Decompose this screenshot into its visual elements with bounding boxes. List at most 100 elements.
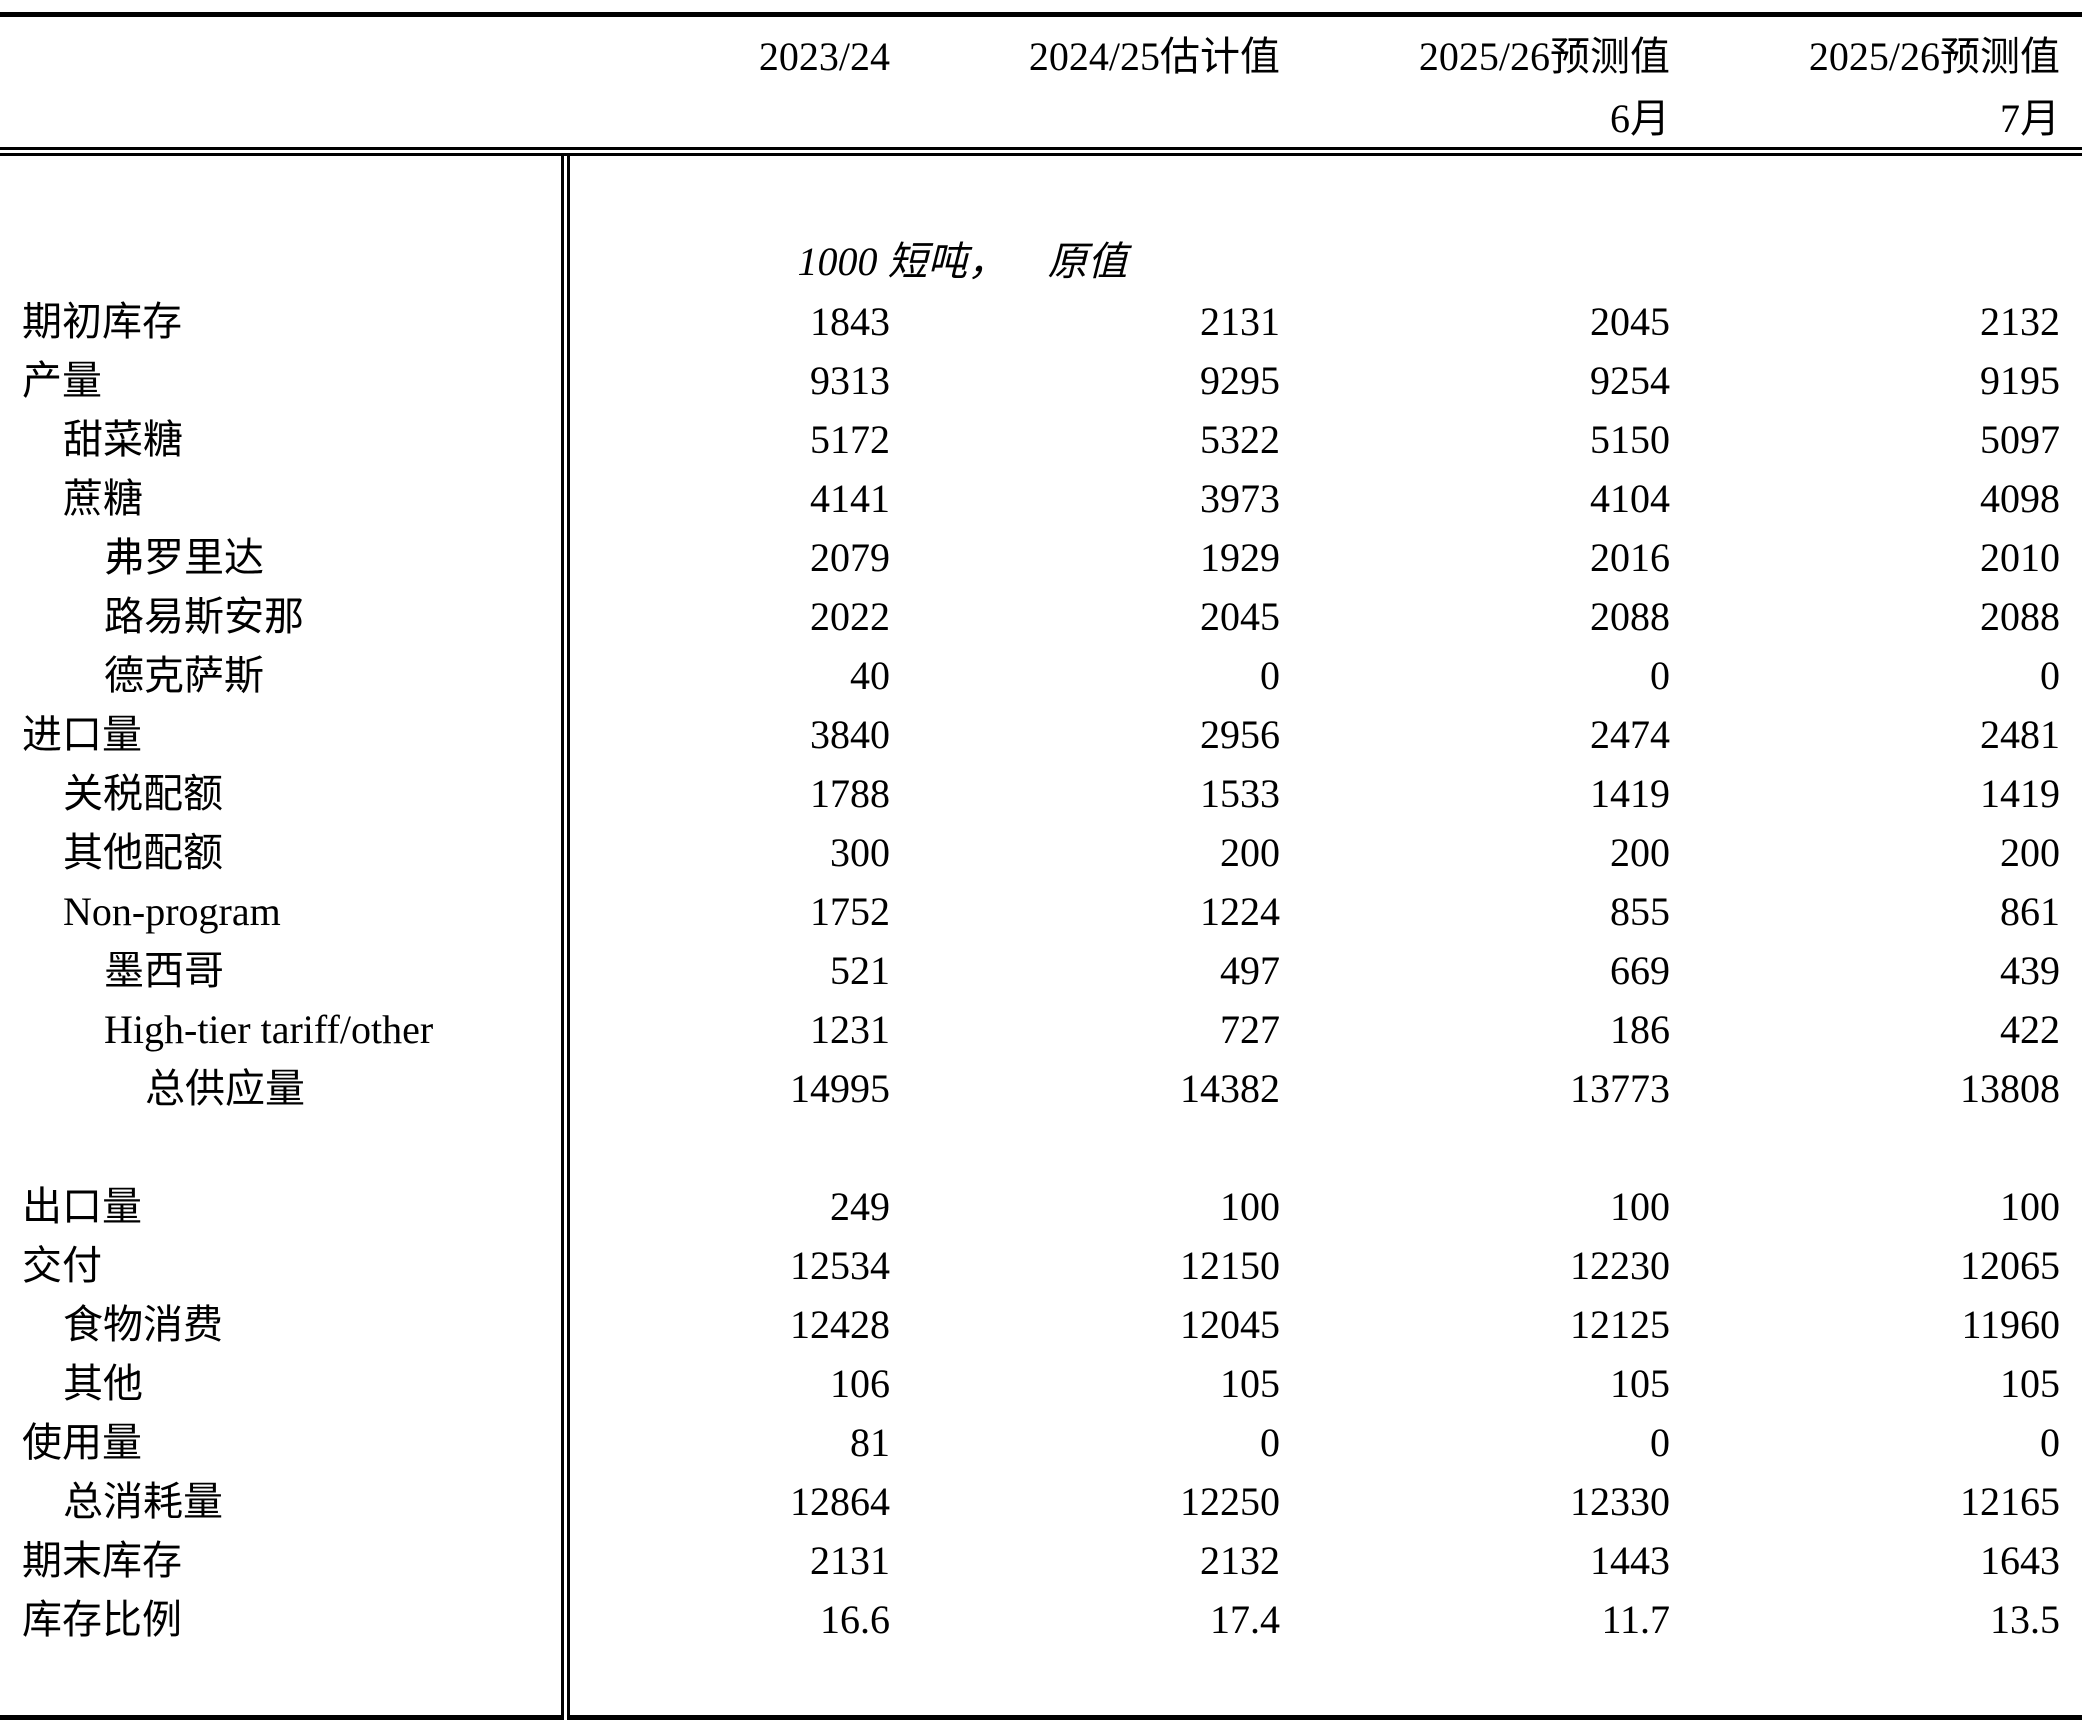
cell-2025-26-forecast-jun bbox=[1280, 1118, 1670, 1177]
cell-2024-25-estimate: 200 bbox=[1220, 829, 1280, 875]
table-row: 其他 106 105 105 105 bbox=[0, 1354, 2082, 1413]
cell-2025-26-forecast-jul: 2132 bbox=[1980, 298, 2060, 344]
cell-2023-24: 12428 bbox=[790, 1301, 890, 1347]
right-pad bbox=[2060, 12, 2082, 81]
row-label: 食物消费 bbox=[0, 1295, 570, 1354]
supply-use-table: 2023/24 2024/25估计值 2025/26预测值 2025/26预测值… bbox=[0, 12, 2082, 1720]
cell-2024-25-estimate: 0 bbox=[1260, 1419, 1280, 1465]
cell-2024-25-estimate: 5322 bbox=[1200, 416, 1280, 462]
row-label: 交付 bbox=[0, 1236, 570, 1295]
right-pad bbox=[2060, 81, 2082, 156]
right-pad bbox=[2060, 1236, 2082, 1295]
cell-2023-24: 249 bbox=[830, 1183, 890, 1229]
table-row: 出口量 249 100 100 100 bbox=[0, 1177, 2082, 1236]
bottom-spacer-label-cell bbox=[0, 1649, 570, 1720]
cell-2024-25-estimate: 14382 bbox=[1180, 1065, 1280, 1111]
right-pad bbox=[2060, 1413, 2082, 1472]
table-row: 弗罗里达 2079 1929 2016 2010 bbox=[0, 528, 2082, 587]
cell-2023-24: 106 bbox=[830, 1360, 890, 1406]
table-row: 甜菜糖 5172 5322 5150 5097 bbox=[0, 410, 2082, 469]
cell-2025-26-forecast-jun: 0 bbox=[1650, 1419, 1670, 1465]
cell-2025-26-forecast-jul bbox=[1670, 1118, 2060, 1177]
row-label: 其他 bbox=[0, 1354, 570, 1413]
right-pad bbox=[2060, 941, 2082, 1000]
cell-2025-26-forecast-jul: 1419 bbox=[1980, 770, 2060, 816]
cell-2025-26-forecast-jun: 11.7 bbox=[1601, 1596, 1670, 1642]
cell-2025-26-forecast-jun: 669 bbox=[1610, 947, 1670, 993]
cell-2024-25-estimate: 12045 bbox=[1180, 1301, 1280, 1347]
right-pad bbox=[2060, 705, 2082, 764]
row-label: 路易斯安那 bbox=[0, 587, 570, 646]
right-pad bbox=[2060, 1177, 2082, 1236]
cell-2025-26-forecast-jun: 2088 bbox=[1590, 593, 1670, 639]
table-row: 进口量 3840 2956 2474 2481 bbox=[0, 705, 2082, 764]
cell-2023-24: 81 bbox=[850, 1419, 890, 1465]
units-note-spacer bbox=[0, 151, 570, 292]
row-label: 德克萨斯 bbox=[0, 646, 570, 705]
cell-2025-26-forecast-jun: 2474 bbox=[1590, 711, 1670, 757]
header-row-months: 6月 7月 bbox=[0, 81, 2082, 156]
row-label: 关税配额 bbox=[0, 764, 570, 823]
cell-2025-26-forecast-jul: 12165 bbox=[1960, 1478, 2060, 1524]
cell-2023-24: 40 bbox=[850, 652, 890, 698]
cell-2025-26-forecast-jun: 2045 bbox=[1590, 298, 1670, 344]
cell-2025-26-forecast-jun: 2016 bbox=[1590, 534, 1670, 580]
cell-2023-24: 2079 bbox=[810, 534, 890, 580]
cell-2025-26-forecast-jun: 12330 bbox=[1570, 1478, 1670, 1524]
table-row: 德克萨斯 40 0 0 0 bbox=[0, 646, 2082, 705]
row-label: 期末库存 bbox=[0, 1531, 570, 1590]
row-label: 进口量 bbox=[0, 705, 570, 764]
cell-2025-26-forecast-jul: 439 bbox=[2000, 947, 2060, 993]
cell-2023-24: 12864 bbox=[790, 1478, 890, 1524]
cell-2025-26-forecast-jun: 1419 bbox=[1590, 770, 1670, 816]
cell-2025-26-forecast-jul: 0 bbox=[2040, 652, 2060, 698]
cell-2025-26-forecast-jul: 2088 bbox=[1980, 593, 2060, 639]
row-label: High-tier tariff/other bbox=[0, 1000, 570, 1059]
row-label bbox=[0, 1118, 570, 1177]
cell-2025-26-forecast-jul: 105 bbox=[2000, 1360, 2060, 1406]
cell-2025-26-forecast-jul: 9195 bbox=[1980, 357, 2060, 403]
table-row: 产量 9313 9295 9254 9195 bbox=[0, 351, 2082, 410]
units-note: 1000 短吨， 原值 bbox=[797, 239, 1128, 284]
cell-2024-25-estimate: 497 bbox=[1220, 947, 1280, 993]
right-pad bbox=[2060, 469, 2082, 528]
subheader-blank-2 bbox=[890, 81, 1280, 156]
row-label: 蔗糖 bbox=[0, 469, 570, 528]
right-pad bbox=[2060, 1590, 2082, 1649]
cell-2024-25-estimate: 100 bbox=[1220, 1183, 1280, 1229]
cell-2025-26-forecast-jun: 5150 bbox=[1590, 416, 1670, 462]
col-header-2024-25-estimate: 2024/25估计值 bbox=[890, 12, 1280, 81]
row-label: 产量 bbox=[0, 351, 570, 410]
cell-2023-24: 300 bbox=[830, 829, 890, 875]
row-label: 库存比例 bbox=[0, 1590, 570, 1649]
cell-2024-25-estimate: 105 bbox=[1220, 1360, 1280, 1406]
right-pad bbox=[2060, 351, 2082, 410]
right-pad bbox=[2060, 1059, 2082, 1118]
cell-2023-24: 14995 bbox=[790, 1065, 890, 1111]
table-row: 墨西哥 521 497 669 439 bbox=[0, 941, 2082, 1000]
row-label: 甜菜糖 bbox=[0, 410, 570, 469]
col-header-2025-26-forecast-jul: 2025/26预测值 bbox=[1670, 12, 2060, 81]
cell-2023-24: 3840 bbox=[810, 711, 890, 757]
cell-2024-25-estimate: 3973 bbox=[1200, 475, 1280, 521]
cell-2024-25-estimate: 9295 bbox=[1200, 357, 1280, 403]
row-label: Non-program bbox=[0, 882, 570, 941]
table-row: 期末库存 2131 2132 1443 1643 bbox=[0, 1531, 2082, 1590]
right-pad bbox=[2060, 528, 2082, 587]
cell-2023-24: 1788 bbox=[810, 770, 890, 816]
right-pad bbox=[2060, 1000, 2082, 1059]
cell-2024-25-estimate: 2131 bbox=[1200, 298, 1280, 344]
table-row: Non-program 1752 1224 855 861 bbox=[0, 882, 2082, 941]
cell-2025-26-forecast-jul: 2010 bbox=[1980, 534, 2060, 580]
right-pad bbox=[2060, 410, 2082, 469]
table-row: 使用量 81 0 0 0 bbox=[0, 1413, 2082, 1472]
table-row: 期初库存 1843 2131 2045 2132 bbox=[0, 292, 2082, 351]
cell-2025-26-forecast-jul: 13808 bbox=[1960, 1065, 2060, 1111]
cell-2025-26-forecast-jul: 5097 bbox=[1980, 416, 2060, 462]
cell-2025-26-forecast-jun: 100 bbox=[1610, 1183, 1670, 1229]
cell-2024-25-estimate: 17.4 bbox=[1210, 1596, 1280, 1642]
cell-2024-25-estimate: 0 bbox=[1260, 652, 1280, 698]
right-pad bbox=[2060, 1354, 2082, 1413]
cell-2024-25-estimate: 2956 bbox=[1200, 711, 1280, 757]
table-row: 其他配额 300 200 200 200 bbox=[0, 823, 2082, 882]
